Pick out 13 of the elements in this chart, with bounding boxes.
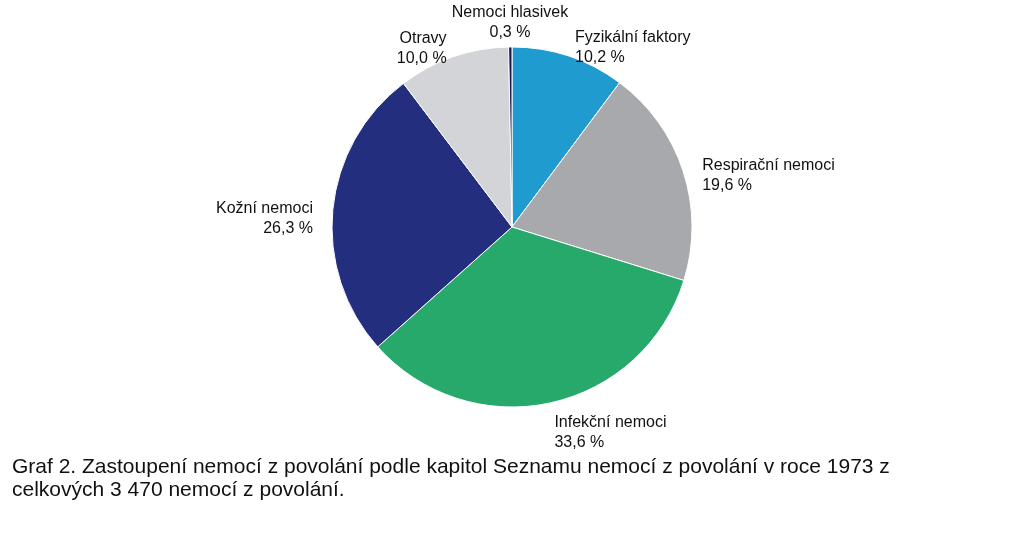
data-label: 33,6 % <box>554 433 605 451</box>
data-label: 26,3 % <box>263 218 313 236</box>
slice-label: Nemoci hlasivek <box>451 3 570 21</box>
slice-label: Fyzikální faktory <box>575 28 691 46</box>
text: Graf 2. Zastoupení nemocí z povolání podle kapitol Seznamu nemocí z povolání v roce 1973 z celkových 3 470 nemocí z povolání. <box>12 454 890 501</box>
data-label: 0,3 % <box>489 23 531 41</box>
data-label: 19,6 % <box>702 176 753 194</box>
data-label: 10,0 % <box>396 48 447 66</box>
slice-label: Respirační nemoci <box>702 156 835 174</box>
data-label: 10,2 % <box>575 48 625 66</box>
slice-label: Infekční nemoci <box>554 413 667 431</box>
slice-label: Otravy <box>399 28 447 46</box>
slice-label: Kožní nemoci <box>216 198 313 216</box>
